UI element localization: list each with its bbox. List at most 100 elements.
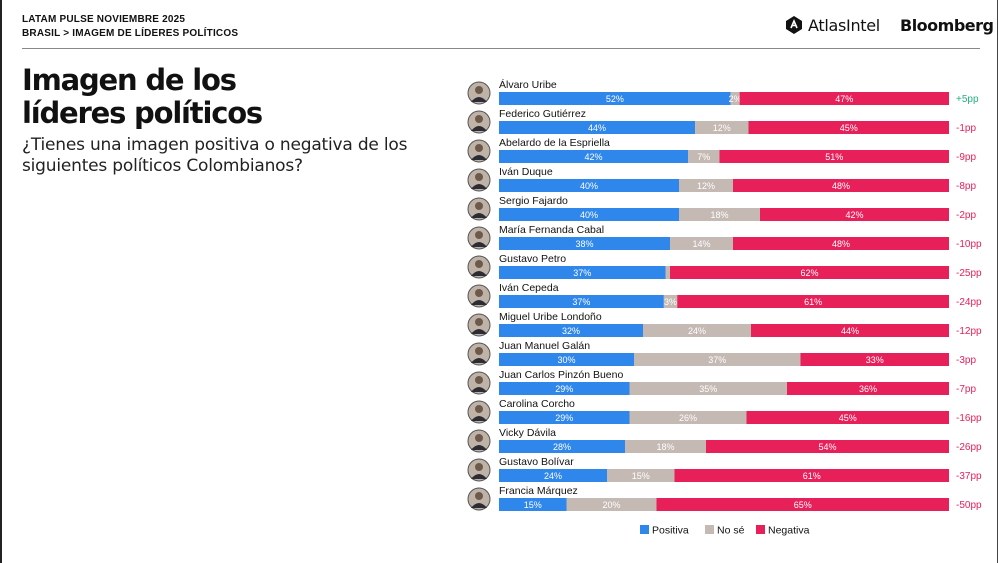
bar-segment-negativa	[746, 411, 949, 424]
data-label: 32%	[562, 326, 580, 336]
bar-segment-positiva	[499, 208, 679, 221]
legend-label: Negativa	[768, 525, 810, 537]
data-label: 45%	[840, 123, 858, 133]
net-label: -9pp	[956, 152, 976, 163]
avatar-body	[471, 358, 487, 363]
bar-segment-negativa	[719, 150, 949, 163]
data-label: 14%	[692, 239, 710, 249]
avatar-body	[471, 445, 487, 450]
net-label: -26pp	[956, 442, 982, 453]
legend-swatch	[705, 525, 714, 534]
bar-segment-positiva	[499, 266, 666, 279]
bar-segment-negativa	[787, 382, 949, 395]
category-label: Abelardo de la Espriella	[499, 137, 610, 149]
data-label: 61%	[804, 297, 822, 307]
net-label: -24pp	[956, 297, 982, 308]
data-label: 37%	[573, 268, 591, 278]
data-label: 33%	[866, 355, 884, 365]
bar-segment-positiva	[499, 237, 670, 250]
data-label: 2%	[729, 94, 742, 104]
legend-swatch	[756, 525, 765, 534]
avatar-body	[471, 387, 487, 392]
avatar-body	[471, 155, 487, 160]
avatar-body	[471, 184, 487, 189]
avatar-head	[475, 260, 483, 268]
avatar-head	[475, 318, 483, 326]
bar-segment-negativa	[670, 266, 949, 279]
data-label: 65%	[794, 500, 812, 510]
bar-segment-no-s	[643, 324, 751, 337]
bar-segment-negativa	[739, 92, 949, 105]
data-label: 36%	[859, 384, 877, 394]
data-label: 54%	[818, 442, 836, 452]
category-label: Álvaro Uribe	[499, 78, 557, 91]
bar-segment-no-s	[634, 353, 801, 366]
category-label: María Fernanda Cabal	[499, 224, 604, 236]
data-label: 45%	[839, 413, 857, 423]
data-label: 61%	[803, 471, 821, 481]
avatar-head	[475, 86, 483, 94]
avatar-head	[475, 231, 483, 239]
data-label: 38%	[575, 239, 593, 249]
data-label: 42%	[845, 210, 863, 220]
bar-segment-positiva	[499, 353, 634, 366]
avatar-body	[471, 271, 487, 276]
data-label: 30%	[557, 355, 575, 365]
avatar-head	[475, 492, 483, 500]
net-label: -3pp	[956, 355, 976, 366]
net-label: -37pp	[956, 471, 982, 482]
category-label: Francia Márquez	[499, 485, 578, 497]
bar-segment-no-s	[629, 382, 787, 395]
atlasintel-logo: AtlasIntel	[784, 15, 880, 35]
bar-segment-negativa	[733, 237, 949, 250]
bar-segment-positiva	[499, 324, 643, 337]
category-label: Gustavo Bolívar	[499, 456, 574, 468]
legend-label: Positiva	[652, 525, 689, 537]
category-label: Gustavo Petro	[499, 253, 566, 265]
avatar-head	[475, 347, 483, 355]
data-label: 26%	[679, 413, 697, 423]
bar-segment-negativa	[677, 295, 949, 308]
avatar-body	[471, 300, 487, 305]
avatar-head	[475, 144, 483, 152]
bar-segment-no-s	[670, 237, 733, 250]
data-label: 12%	[713, 123, 731, 133]
data-label: 37%	[572, 297, 590, 307]
category-label: Miguel Uribe Londoño	[499, 311, 602, 323]
bar-segment-no-s	[665, 266, 670, 279]
avatar-body	[471, 126, 487, 131]
net-label: -7pp	[956, 384, 976, 395]
header-report-title: LATAM PULSE NOVIEMBRE 2025	[22, 14, 186, 25]
header-breadcrumb: BRASIL > IMAGEM DE LÍDERES POLÍTICOS	[22, 28, 239, 39]
avatar-head	[475, 289, 483, 297]
atlasintel-wordmark: AtlasIntel	[808, 15, 880, 35]
bar-segment-negativa	[674, 469, 949, 482]
data-label: 52%	[606, 94, 624, 104]
bar-segment-negativa	[706, 440, 949, 453]
avatar-head	[475, 405, 483, 413]
bar-segment-positiva	[499, 498, 567, 511]
avatar-head	[475, 173, 483, 181]
data-label: 62%	[800, 268, 818, 278]
net-label: -16pp	[956, 413, 982, 424]
page-subtitle: ¿Tienes una imagen positiva o negativa d…	[22, 135, 408, 176]
data-label: 12%	[697, 181, 715, 191]
atlasintel-mark-icon	[786, 16, 802, 34]
bar-segment-positiva	[499, 150, 688, 163]
category-label: Federico Gutiérrez	[499, 108, 586, 120]
avatar-head	[475, 202, 483, 210]
net-label: +5pp	[956, 94, 979, 105]
net-label: -1pp	[956, 123, 976, 134]
data-label: 24%	[688, 326, 706, 336]
data-label: 7%	[697, 152, 710, 162]
data-label: 29%	[555, 413, 573, 423]
bar-segment-positiva	[499, 121, 696, 134]
net-label: -12pp	[956, 326, 982, 337]
category-label: Juan Carlos Pinzón Bueno	[499, 369, 623, 381]
legend-swatch	[640, 525, 649, 534]
net-label: -50pp	[956, 500, 982, 511]
bar-segment-negativa	[656, 498, 949, 511]
avatar-body	[471, 213, 487, 218]
data-label: 3%	[664, 297, 677, 307]
net-label: -25pp	[956, 268, 982, 279]
